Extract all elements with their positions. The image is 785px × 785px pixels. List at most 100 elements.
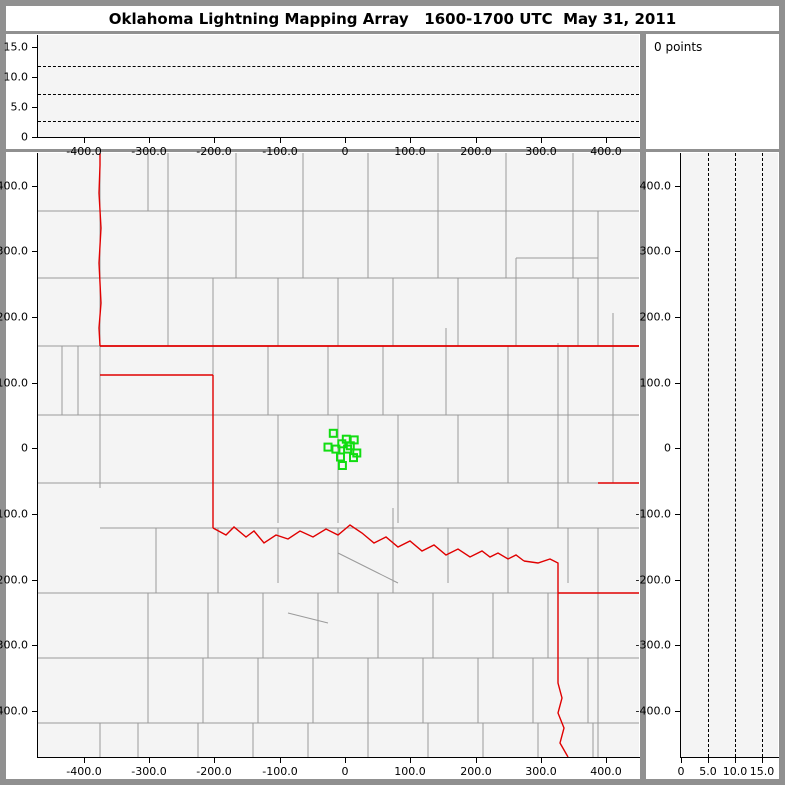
x-ticklabel: 200.0 <box>460 765 492 778</box>
x-ticklabel: 400.0 <box>590 765 622 778</box>
y-tick <box>32 251 38 252</box>
x-tick <box>476 137 477 143</box>
y-ticklabel: -300.0 <box>635 638 671 652</box>
x-tick <box>762 757 763 763</box>
y-ticklabel: -100.0 <box>0 507 28 521</box>
x-tick <box>149 137 150 143</box>
x-tick <box>541 757 542 763</box>
x-ticklabel: 400.0 <box>590 145 622 158</box>
y-tick <box>675 317 681 318</box>
y-tick <box>32 580 38 581</box>
page-title: Oklahoma Lightning Mapping Array 1600-17… <box>108 9 677 28</box>
lightning-source-marker <box>337 439 347 449</box>
lightning-source-marker <box>345 441 355 451</box>
map-plot-area[interactable] <box>38 153 639 757</box>
y-ticklabel: 300.0 <box>639 244 672 258</box>
y-tick <box>32 645 38 646</box>
y-ticklabel: 300.0 <box>0 244 28 258</box>
y-tick <box>32 137 38 138</box>
x-tick <box>214 757 215 763</box>
x-tick <box>606 757 607 763</box>
x-ticklabel: 300.0 <box>525 765 557 778</box>
y-tick <box>675 251 681 252</box>
y-tick <box>675 448 681 449</box>
y-tick <box>32 77 38 78</box>
x-ticklabel: 5.0 <box>699 765 717 778</box>
x-tick <box>345 757 346 763</box>
y-ticklabel: -200.0 <box>635 573 671 587</box>
x-tick <box>606 137 607 143</box>
x-ticklabel: 300.0 <box>525 145 557 158</box>
county-boundaries <box>38 153 639 757</box>
x-ticklabel: 0 <box>677 765 685 778</box>
x-tick <box>708 757 709 763</box>
x-ticklabel: 15.0 <box>749 765 775 778</box>
y-ticklabel: 200.0 <box>0 310 28 324</box>
y-ticklabel: -200.0 <box>0 573 28 587</box>
lightning-source-marker <box>323 442 333 452</box>
state-boundaries <box>98 153 639 757</box>
x-ticklabel: -100.0 <box>262 145 298 158</box>
gridline-15 <box>762 153 763 757</box>
y-ticklabel: 100.0 <box>639 376 672 390</box>
lightning-source-marker <box>337 461 347 470</box>
y-ticklabel: 0 <box>664 441 671 455</box>
time-height-x-axis <box>37 137 640 138</box>
x-tick <box>214 137 215 143</box>
x-ticklabel: 100.0 <box>394 765 426 778</box>
y-tick <box>32 186 38 187</box>
y-ticklabel: 400.0 <box>639 179 672 193</box>
gridline-15 <box>38 66 639 67</box>
x-ticklabel: -300.0 <box>131 765 167 778</box>
x-tick <box>84 137 85 143</box>
y-ticklabel: 0 <box>21 130 28 144</box>
lightning-source-marker <box>331 444 341 454</box>
time-height-plot-area[interactable] <box>38 35 639 137</box>
y-tick <box>675 645 681 646</box>
y-tick <box>675 711 681 712</box>
y-tick <box>32 711 38 712</box>
lightning-source-marker <box>336 452 345 462</box>
time-height-y-axis <box>37 35 38 138</box>
y-tick <box>32 317 38 318</box>
x-tick <box>345 137 346 143</box>
lightning-source-marker <box>349 453 358 463</box>
y-tick <box>32 383 38 384</box>
y-ticklabel: 400.0 <box>0 179 28 193</box>
y-ticklabel: 15.0 <box>3 40 29 54</box>
points-count-label: 0 points <box>654 40 703 54</box>
y-ticklabel: 100.0 <box>0 376 28 390</box>
x-tick <box>410 757 411 763</box>
y-ticklabel: 10.0 <box>3 70 29 84</box>
x-tick <box>410 137 411 143</box>
gridline-10 <box>735 153 736 757</box>
x-tick <box>541 137 542 143</box>
x-tick <box>280 137 281 143</box>
gridline-10 <box>38 94 639 95</box>
y-ticklabel: -300.0 <box>0 638 28 652</box>
y-ticklabel: 0 <box>21 441 28 455</box>
y-tick <box>32 107 38 108</box>
title-bar: Oklahoma Lightning Mapping Array 1600-17… <box>6 6 779 31</box>
y-ticklabel: 5.0 <box>10 100 29 114</box>
x-ticklabel: 200.0 <box>460 145 492 158</box>
y-ticklabel: 200.0 <box>639 310 672 324</box>
y-ticklabel: -400.0 <box>0 704 28 718</box>
lightning-source-marker <box>328 428 338 438</box>
gridline-5 <box>38 121 639 122</box>
y-tick <box>675 514 681 515</box>
y-ticklabel: -100.0 <box>635 507 671 521</box>
altitude-east-plot-area[interactable] <box>681 153 778 757</box>
x-tick <box>84 757 85 763</box>
y-tick <box>32 514 38 515</box>
gridline-5 <box>708 153 709 757</box>
x-ticklabel: 100.0 <box>394 145 426 158</box>
map-y-axis <box>37 153 38 758</box>
lightning-source-markers <box>323 428 362 470</box>
x-ticklabel: -200.0 <box>196 765 232 778</box>
altitude-east-y-axis <box>680 153 681 758</box>
y-tick <box>32 47 38 48</box>
map-geography <box>38 153 639 757</box>
points-count-panel: 0 points <box>646 34 779 149</box>
x-ticklabel: -200.0 <box>196 145 232 158</box>
